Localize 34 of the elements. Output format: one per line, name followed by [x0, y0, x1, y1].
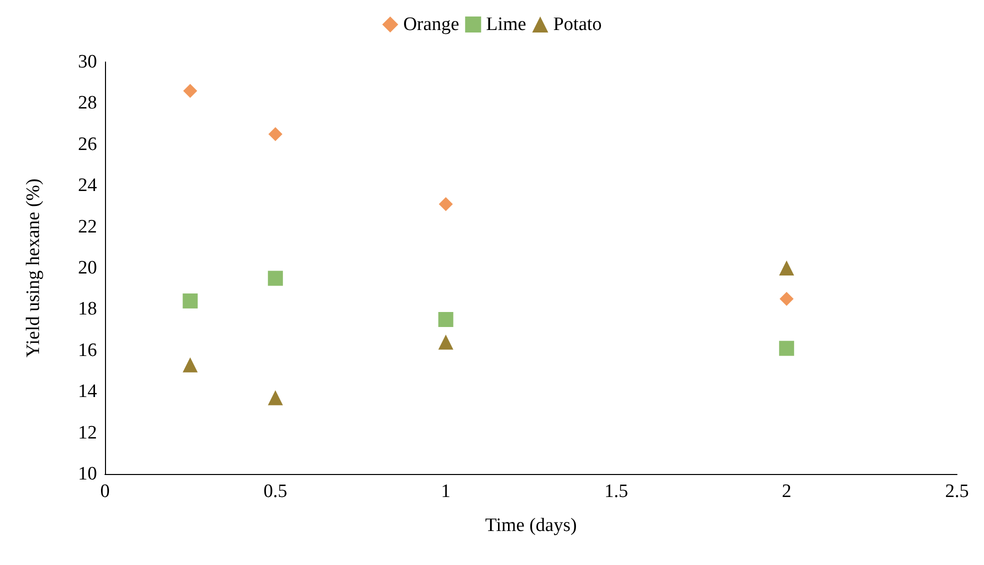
legend-label: Lime	[486, 14, 526, 35]
x-tick-label: 2.5	[945, 481, 969, 502]
y-tick-label: 30	[78, 52, 97, 72]
point	[438, 312, 454, 327]
legend-label: Potato	[553, 14, 602, 35]
x-tick-label: 1.5	[604, 481, 628, 502]
y-tick-label: 12	[78, 422, 97, 444]
x-tick-label: 0.5	[264, 481, 288, 502]
y-tick-label: 20	[78, 258, 97, 278]
legend-label: Orange	[403, 14, 460, 35]
point	[780, 292, 794, 306]
point	[183, 84, 198, 98]
y-axis-title: Yield using hexane (%)	[23, 178, 44, 358]
y-tick-label: 14	[78, 381, 98, 402]
point	[438, 197, 453, 212]
y-tick-label: 22	[78, 216, 97, 238]
y-tick-label: 28	[78, 92, 97, 114]
y-tick-label: 10	[78, 464, 97, 484]
x-tick-label: 2	[782, 481, 792, 502]
x-tick-label: 0	[100, 481, 110, 502]
point	[268, 270, 283, 286]
point	[438, 334, 454, 350]
point	[779, 340, 794, 356]
y-tick-label: 18	[78, 298, 97, 320]
y-tick-label: 26	[78, 134, 97, 155]
point	[779, 260, 794, 276]
x-tick-label: 1	[441, 481, 451, 502]
point	[268, 390, 283, 406]
x-axis-title: Time (days)	[485, 515, 577, 536]
y-tick-label: 16	[78, 340, 97, 361]
point	[268, 127, 282, 142]
point	[182, 357, 198, 372]
y-tick-label: 24	[78, 175, 98, 196]
point	[182, 293, 198, 308]
